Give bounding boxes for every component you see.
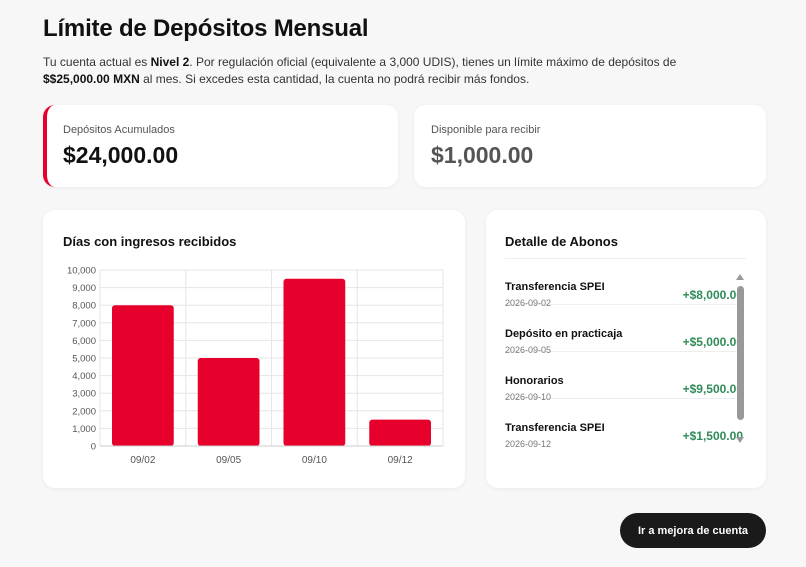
available-balance-card: Disponible para recibir $1,000.00: [414, 105, 766, 187]
y-tick-label: 7,000: [72, 318, 96, 329]
y-tick-label: 2,000: [72, 406, 96, 417]
deposit-date: 2026-09-10: [505, 392, 552, 402]
deposit-list-item[interactable]: Honorarios 2026-09-10 +$9,500.00: [505, 352, 743, 402]
divider: [505, 258, 746, 259]
y-tick-label: 6,000: [72, 336, 96, 347]
accumulated-deposits-label: Depósitos Acumulados: [63, 124, 175, 136]
accumulated-deposits-card: Depósitos Acumulados $24,000.00: [43, 105, 398, 187]
page-title: Límite de Depósitos Mensual: [43, 15, 369, 42]
y-tick-label: 3,000: [72, 389, 96, 400]
bar: [283, 278, 346, 446]
y-tick-label: 1,000: [72, 424, 96, 435]
deposits-detail-card: Detalle de Abonos Transferencia SPEI 2026…: [486, 210, 766, 488]
deposit-date: 2026-09-05: [505, 345, 552, 355]
y-tick-label: 0: [91, 442, 96, 453]
deposit-date: 2026-09-12: [505, 439, 552, 449]
chart-title: Días con ingresos recibidos: [63, 234, 237, 249]
deposit-amount: +$8,000.00: [682, 288, 743, 302]
deposit-name: Transferencia SPEI: [505, 422, 605, 434]
x-tick-label: 09/05: [216, 455, 241, 466]
desc-text-2: . Por regulación oficial (equivalente a …: [189, 55, 677, 69]
y-tick-label: 10,000: [67, 266, 96, 277]
scroll-up-arrow-icon[interactable]: [736, 274, 744, 280]
y-tick-label: 8,000: [72, 301, 96, 312]
x-tick-label: 09/12: [388, 455, 413, 466]
deposit-name: Honorarios: [505, 375, 564, 387]
deposit-amount: +$9,500.00: [682, 382, 743, 396]
accumulated-deposits-value: $24,000.00: [63, 142, 179, 168]
deposit-limit: $$25,000.00 MXN: [43, 72, 140, 86]
deposit-name: Transferencia SPEI: [505, 281, 605, 293]
page-description: Tu cuenta actual es Nivel 2. Por regulac…: [43, 54, 683, 88]
y-tick-label: 4,000: [72, 371, 96, 382]
bar: [369, 419, 431, 446]
deposit-list-item[interactable]: Transferencia SPEI 2026-09-12 +$1,500.00: [505, 399, 743, 449]
upgrade-account-button[interactable]: Ir a mejora de cuenta: [620, 513, 766, 548]
y-tick-label: 5,000: [72, 354, 96, 365]
scrollbar-thumb[interactable]: [737, 286, 744, 420]
account-level: Nivel 2: [150, 55, 190, 69]
y-tick-label: 9,000: [72, 283, 96, 294]
income-days-chart-card: Días con ingresos recibidos 0 1,000 2,000 3…: [43, 210, 465, 488]
available-balance-value: $1,000.00: [431, 142, 534, 168]
bar: [112, 305, 174, 446]
x-tick-label: 09/02: [130, 455, 155, 466]
deposit-amount: +$5,000.00: [682, 335, 743, 349]
scroll-down-arrow-icon[interactable]: [736, 437, 744, 443]
deposit-list-item[interactable]: Transferencia SPEI 2026-09-02 +$8,000.00: [505, 258, 743, 308]
x-tick-label: 09/10: [302, 455, 327, 466]
deposit-name: Depósito en practicaja: [505, 328, 623, 340]
bar: [197, 358, 260, 446]
deposits-detail-title: Detalle de Abonos: [505, 234, 618, 249]
desc-text-1: Tu cuenta actual es: [43, 55, 151, 69]
income-bar-chart: 0 1,000 2,000 3,000 4,000 5,000 6,000 7,000 8,00…: [67, 266, 444, 466]
desc-text-3: al mes. Si excedes esta cantidad, la cue…: [139, 72, 530, 86]
deposit-list-item[interactable]: Depósito en practicaja 2026-09-05 +$5,000.…: [505, 305, 743, 355]
deposit-amount: +$1,500.00: [682, 429, 743, 443]
deposit-date: 2026-09-02: [505, 298, 552, 308]
available-balance-label: Disponible para recibir: [431, 124, 541, 136]
deposits-list[interactable]: Transferencia SPEI 2026-09-02 +$8,000.00 De…: [505, 258, 743, 449]
